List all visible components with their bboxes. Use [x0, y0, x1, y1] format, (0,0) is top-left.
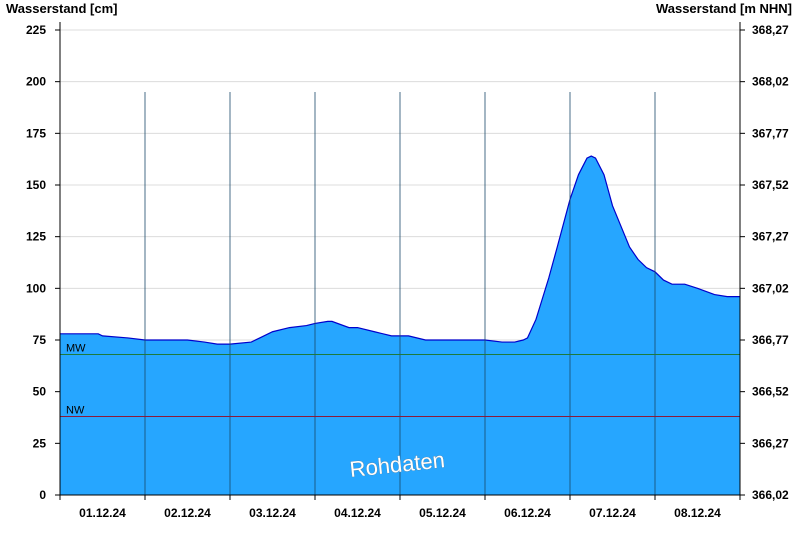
y-tick-label: 25	[33, 436, 47, 450]
axes	[55, 22, 745, 500]
y-tick-label: 75	[33, 333, 47, 347]
x-tick-label: 01.12.24	[79, 506, 126, 520]
tick-labels: 0 366,02 25 366,27 50 366,52 75 366,77 100 367,02…	[26, 23, 789, 520]
right-axis-title: Wasserstand [m NHN]	[655, 1, 792, 16]
y2-tick-label: 368,02	[752, 75, 789, 89]
y-tick-label: 175	[26, 126, 46, 140]
y-tick-label: 0	[39, 488, 46, 502]
x-tick-label: 03.12.24	[249, 506, 296, 520]
x-tick-label: 07.12.24	[589, 506, 636, 520]
y2-tick-label: 367,02	[752, 281, 789, 295]
y-tick-label: 200	[26, 75, 46, 89]
y-tick-label: 150	[26, 178, 46, 192]
left-axis-title: Wasserstand [cm]	[6, 1, 118, 16]
x-tick-label: 04.12.24	[334, 506, 381, 520]
y2-tick-label: 367,52	[752, 178, 789, 192]
y2-tick-label: 367,77	[752, 126, 789, 140]
y-tick-label: 100	[26, 281, 46, 295]
x-tick-label: 05.12.24	[419, 506, 466, 520]
y2-tick-label: 367,27	[752, 230, 789, 244]
y2-tick-label: 366,27	[752, 436, 789, 450]
x-tick-label: 02.12.24	[164, 506, 211, 520]
reference-lines: MW NW	[60, 342, 740, 417]
series-line	[60, 155, 740, 345]
y2-tick-label: 366,02	[752, 488, 789, 502]
y-tick-label: 225	[26, 23, 46, 37]
x-tick-label: 06.12.24	[504, 506, 551, 520]
y-tick-label: 125	[26, 230, 46, 244]
reference-line-label: NW	[66, 404, 85, 416]
x-tick-label: 08.12.24	[674, 506, 721, 520]
y2-tick-label: 368,27	[752, 23, 789, 37]
y-tick-label: 50	[33, 385, 47, 399]
reference-line-label: MW	[66, 342, 86, 354]
y2-tick-label: 366,77	[752, 333, 789, 347]
day-divider-layer	[144, 92, 656, 495]
y2-tick-label: 366,52	[752, 385, 789, 399]
